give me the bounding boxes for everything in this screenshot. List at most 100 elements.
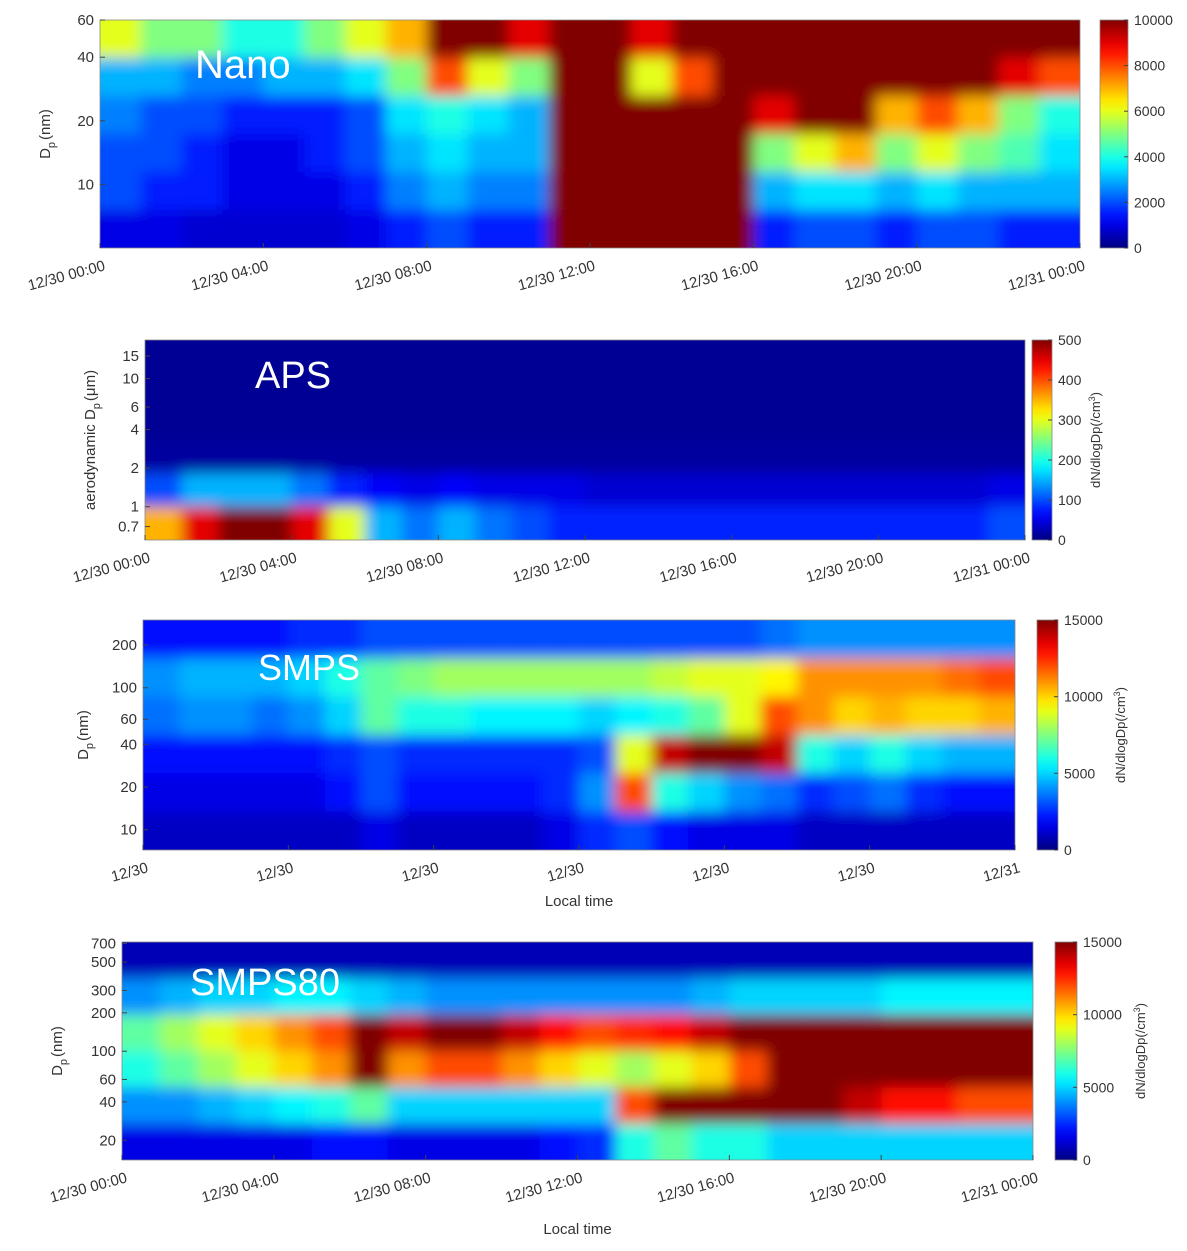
heatmap-cell bbox=[988, 473, 1025, 508]
panel-annotation: SMPS bbox=[258, 647, 360, 688]
heatmap-cell bbox=[767, 1087, 806, 1125]
heatmap-cell bbox=[724, 773, 762, 813]
heatmap-cell bbox=[122, 1087, 161, 1125]
heatmap-cell bbox=[653, 1051, 692, 1088]
heatmap-cell bbox=[548, 406, 586, 441]
heatmap-cell bbox=[658, 340, 696, 374]
heatmap-cell bbox=[288, 696, 326, 736]
heatmap-cell bbox=[995, 1051, 1033, 1088]
heatmap-cell bbox=[511, 506, 549, 540]
heatmap-cell bbox=[181, 506, 219, 540]
heatmap-cell bbox=[878, 373, 916, 408]
heatmap-cell bbox=[590, 58, 632, 97]
heatmap-cell bbox=[501, 1014, 541, 1052]
heatmap-cell bbox=[590, 172, 632, 211]
heatmap-cell bbox=[539, 942, 579, 979]
heatmap-cell bbox=[621, 406, 659, 441]
heatmap bbox=[100, 20, 1080, 248]
heatmap-cell bbox=[100, 172, 142, 211]
heatmap-cell bbox=[324, 658, 362, 698]
x-tick-label: 12/30 16:00 bbox=[679, 257, 760, 294]
panel-annotation: APS bbox=[255, 355, 331, 397]
heatmap-cell bbox=[463, 942, 503, 979]
heatmap-cell bbox=[875, 172, 918, 211]
colorbar-label: dN/dlogDp(/cm3) bbox=[1087, 392, 1103, 488]
heatmap-cell bbox=[549, 20, 591, 59]
heatmap-cell bbox=[653, 1014, 692, 1052]
heatmap-cell bbox=[401, 340, 439, 374]
colorbar-label-main: dN/dlogDp(/cm bbox=[1133, 1012, 1148, 1099]
heatmap-cell bbox=[549, 134, 591, 173]
heatmap-cell bbox=[438, 373, 476, 408]
heatmap-cell bbox=[361, 696, 398, 736]
heatmap-cell bbox=[311, 978, 351, 1016]
heatmap-cell bbox=[100, 210, 142, 248]
heatmap-cell bbox=[397, 811, 435, 850]
heatmap-cell bbox=[361, 620, 398, 659]
heatmap-cell bbox=[906, 811, 943, 850]
heatmap-cell bbox=[401, 473, 439, 508]
y-axis-label: Dp (nm) bbox=[49, 1026, 70, 1076]
heatmap-cell bbox=[501, 1087, 541, 1125]
heatmap-cell bbox=[401, 373, 439, 408]
heatmap-cell bbox=[712, 96, 754, 135]
heatmap-cell bbox=[508, 210, 550, 248]
heatmap-cell bbox=[433, 620, 471, 659]
heatmap-cell bbox=[345, 96, 387, 135]
colorbar bbox=[1054, 941, 1078, 1161]
heatmap-cell bbox=[365, 440, 403, 474]
heatmap-cell bbox=[906, 735, 943, 774]
heatmap-cell bbox=[539, 1051, 579, 1088]
heatmap-cell bbox=[843, 1014, 882, 1052]
heatmap-cell bbox=[508, 58, 550, 97]
heatmap-cell bbox=[252, 773, 289, 813]
heatmap-cell bbox=[387, 1123, 427, 1160]
heatmap-cell bbox=[311, 1123, 351, 1160]
heatmap-cell bbox=[833, 620, 871, 659]
heatmap-cell bbox=[100, 20, 142, 59]
heatmap-cell bbox=[767, 1051, 806, 1088]
heatmap-cell bbox=[467, 96, 509, 135]
y-tick-label: 100 bbox=[112, 680, 137, 697]
heatmap-cell bbox=[691, 978, 730, 1016]
x-tick-label: 12/30 20:00 bbox=[804, 549, 885, 586]
heatmap-cell bbox=[539, 1087, 579, 1125]
heatmap-cell bbox=[539, 978, 579, 1016]
heatmap-cell bbox=[143, 620, 180, 659]
heatmap-cell bbox=[397, 696, 435, 736]
heatmap-cell bbox=[548, 340, 586, 374]
heatmap-cell bbox=[671, 134, 714, 173]
heatmap-cell bbox=[915, 506, 953, 540]
heatmap-cell bbox=[753, 96, 795, 135]
heatmap-cell bbox=[511, 440, 549, 474]
heatmap-cell bbox=[585, 373, 623, 408]
heatmap-cell bbox=[691, 1123, 730, 1160]
colorbar-label-sup: 3 bbox=[1112, 691, 1122, 696]
colorbar-tick-label: 100 bbox=[1058, 492, 1082, 508]
heatmap-cell bbox=[311, 942, 351, 979]
heatmap-cell bbox=[906, 620, 943, 659]
heatmap-cell bbox=[615, 1087, 655, 1125]
colorbar-tick-label: 15000 bbox=[1064, 612, 1103, 628]
heatmap-cell bbox=[235, 1051, 275, 1088]
heatmap-cell bbox=[768, 406, 806, 441]
heatmap-cell bbox=[878, 473, 916, 508]
heatmap-cell bbox=[401, 506, 439, 540]
heatmap-cell bbox=[311, 1087, 351, 1125]
heatmap-cell bbox=[671, 172, 714, 211]
heatmap-cell bbox=[215, 811, 253, 850]
heatmap-cell bbox=[919, 978, 958, 1016]
heatmap-cell bbox=[878, 340, 916, 374]
heatmap-cell bbox=[833, 735, 871, 774]
heatmap-cell bbox=[252, 696, 289, 736]
heatmap-cell bbox=[145, 406, 183, 441]
heatmap-cell bbox=[433, 735, 471, 774]
heatmap-cell bbox=[511, 473, 549, 508]
heatmap-cell bbox=[252, 735, 289, 774]
heatmap-cell bbox=[426, 134, 469, 173]
heatmap-cell bbox=[361, 735, 398, 774]
heatmap-cell bbox=[235, 978, 275, 1016]
heatmap-cell bbox=[215, 735, 253, 774]
y-tick-label: 1 bbox=[131, 499, 139, 516]
heatmap-cell bbox=[426, 96, 469, 135]
